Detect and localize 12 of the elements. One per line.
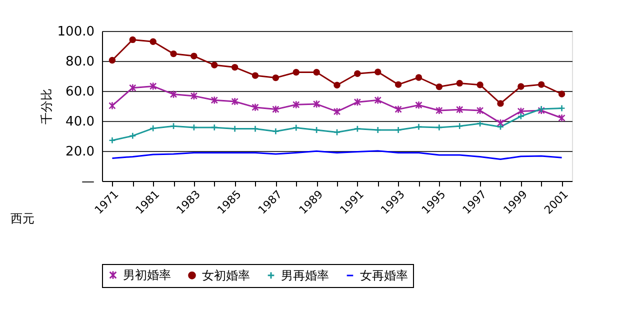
y-tick-label: 100.0 bbox=[57, 24, 94, 40]
x-axis-title: 西元 bbox=[10, 212, 34, 226]
y-tick-label: 80.0 bbox=[66, 54, 94, 70]
y-tick-label: 60.0 bbox=[66, 84, 94, 100]
legend-label: 女再婚率 bbox=[360, 268, 408, 282]
legend-label: 男再婚率 bbox=[281, 268, 329, 282]
y-axis-title: 千分比 bbox=[39, 88, 54, 124]
legend-label: 女初婚率 bbox=[202, 268, 250, 282]
legend-label: 男初婚率 bbox=[123, 268, 171, 282]
y-tick-label: 40.0 bbox=[66, 114, 94, 130]
y-tick-label: 20.0 bbox=[66, 144, 94, 160]
y-tick-label: — bbox=[82, 174, 94, 190]
